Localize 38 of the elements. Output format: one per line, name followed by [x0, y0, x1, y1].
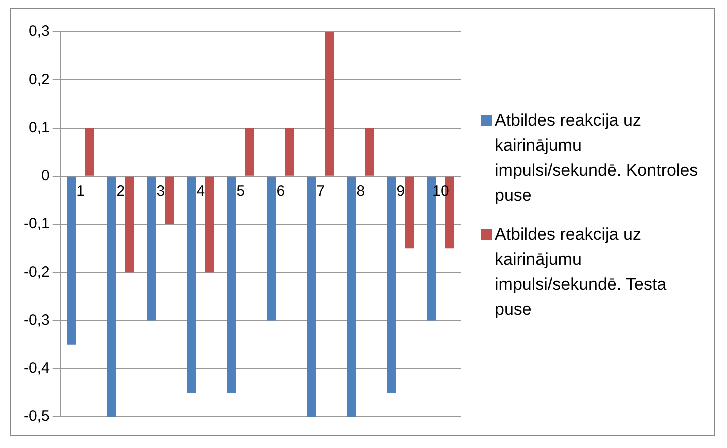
bar [347, 176, 356, 417]
y-tick-label: -0,5 [24, 408, 50, 426]
bar [325, 32, 334, 176]
legend-label: Atbildes reakcija uz kairinājumu impulsi/sekundē. Testa puse [495, 224, 668, 321]
bar [365, 128, 374, 176]
bar [405, 176, 414, 249]
bar [245, 128, 254, 176]
bar [387, 176, 396, 393]
bar [125, 176, 134, 273]
x-tick-label: 9 [396, 183, 406, 200]
bar [285, 128, 294, 176]
x-tick-label: 4 [196, 183, 206, 200]
bar [307, 176, 316, 417]
x-tick-label: 3 [156, 183, 166, 200]
y-tick-label: 0,1 [28, 119, 50, 136]
y-tick-label: 0,2 [28, 71, 50, 88]
bar [187, 176, 196, 393]
y-tick-label: 0 [42, 168, 50, 185]
bar [205, 176, 214, 273]
bar [267, 176, 276, 321]
bar [85, 128, 94, 176]
x-tick-label: 2 [116, 183, 126, 200]
bar [147, 176, 156, 321]
y-tick-label: -0,1 [24, 216, 50, 233]
y-tick-label: -0,2 [24, 264, 50, 281]
x-tick-label: 5 [236, 183, 246, 200]
bar [107, 176, 116, 417]
legend-label: Atbildes reakcija uz kairinājumu impulsi/sekundē. Kontroles puse [495, 110, 700, 207]
y-tick-label: 0,3 [28, 23, 50, 40]
x-tick-label: 8 [356, 183, 366, 200]
x-tick-label: 7 [316, 183, 326, 200]
x-tick-label: 1 [76, 183, 86, 200]
bar [227, 176, 236, 393]
bar [67, 176, 76, 345]
bar [165, 176, 174, 224]
y-tick-label: -0,3 [24, 312, 50, 329]
x-tick-label: 6 [276, 183, 286, 200]
y-tick-label: -0,4 [24, 360, 50, 378]
